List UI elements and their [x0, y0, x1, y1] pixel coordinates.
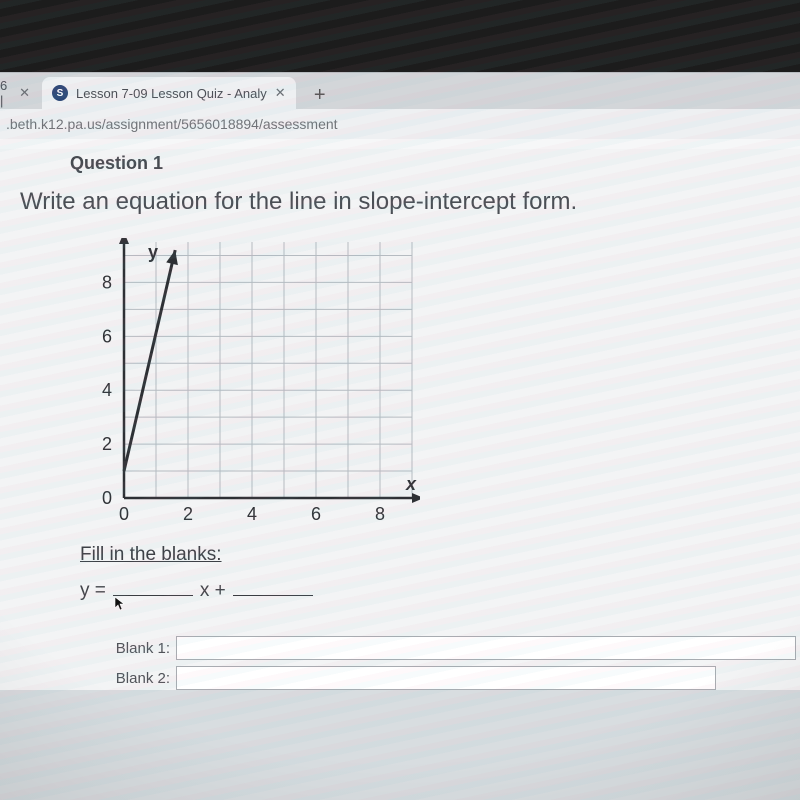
site-favicon: S: [52, 85, 68, 101]
svg-text:0: 0: [102, 488, 112, 508]
blank-2-label: Blank 2:: [106, 670, 170, 687]
svg-text:2: 2: [102, 434, 112, 454]
tab-active[interactable]: S Lesson 7-09 Lesson Quiz - Analy ✕: [42, 77, 296, 109]
tab-partial-label: 6 |: [0, 78, 11, 108]
new-tab-button[interactable]: +: [306, 81, 334, 109]
blank-2-input[interactable]: [176, 666, 716, 690]
graph-svg: 0 2 4 6 8 0 2 4 6 8 y x: [80, 238, 420, 528]
blank-1-label: Blank 1:: [106, 640, 170, 657]
close-icon[interactable]: ✕: [275, 85, 286, 101]
close-icon[interactable]: ✕: [19, 85, 30, 101]
cursor-icon: [114, 596, 126, 615]
graph: 0 2 4 6 8 0 2 4 6 8 y x: [80, 238, 420, 528]
question-number: Question 1: [70, 149, 800, 174]
fill-blanks-heading: Fill in the blanks:: [80, 544, 800, 566]
question-prompt: Write an equation for the line in slope-…: [20, 188, 800, 216]
blank-1-row: Blank 1:: [106, 636, 800, 660]
blank-2-line: [233, 595, 313, 596]
blank-2-row: Blank 2:: [106, 666, 800, 690]
equation-template: y = x +: [80, 580, 800, 602]
svg-text:0: 0: [119, 504, 129, 524]
svg-text:4: 4: [102, 380, 112, 400]
content-area: Question 1 Write an equation for the lin…: [0, 139, 800, 690]
blank-1-input[interactable]: [176, 636, 796, 660]
svg-text:6: 6: [311, 504, 321, 524]
blank-inputs: Blank 1: Blank 2:: [106, 636, 800, 690]
svg-text:4: 4: [247, 504, 257, 524]
svg-text:8: 8: [375, 504, 385, 524]
svg-text:x: x: [405, 474, 417, 494]
quiz-page: Question 1 Write an equation for the lin…: [0, 149, 800, 690]
equation-left: y =: [80, 580, 106, 602]
svg-text:6: 6: [102, 326, 112, 346]
tab-previous[interactable]: 6 | ✕: [0, 77, 40, 109]
url-text: .beth.k12.pa.us/assignment/5656018894/as…: [6, 116, 338, 132]
tab-title: Lesson 7-09 Lesson Quiz - Analy: [76, 86, 267, 101]
equation-mid: x +: [200, 580, 226, 602]
svg-text:8: 8: [102, 272, 112, 292]
svg-text:2: 2: [183, 504, 193, 524]
monitor-bezel: [0, 0, 800, 72]
browser-chrome: 6 | ✕ S Lesson 7-09 Lesson Quiz - Analy …: [0, 72, 800, 139]
svg-text:y: y: [148, 242, 158, 262]
tab-strip: 6 | ✕ S Lesson 7-09 Lesson Quiz - Analy …: [0, 73, 800, 109]
address-bar[interactable]: .beth.k12.pa.us/assignment/5656018894/as…: [0, 109, 800, 139]
